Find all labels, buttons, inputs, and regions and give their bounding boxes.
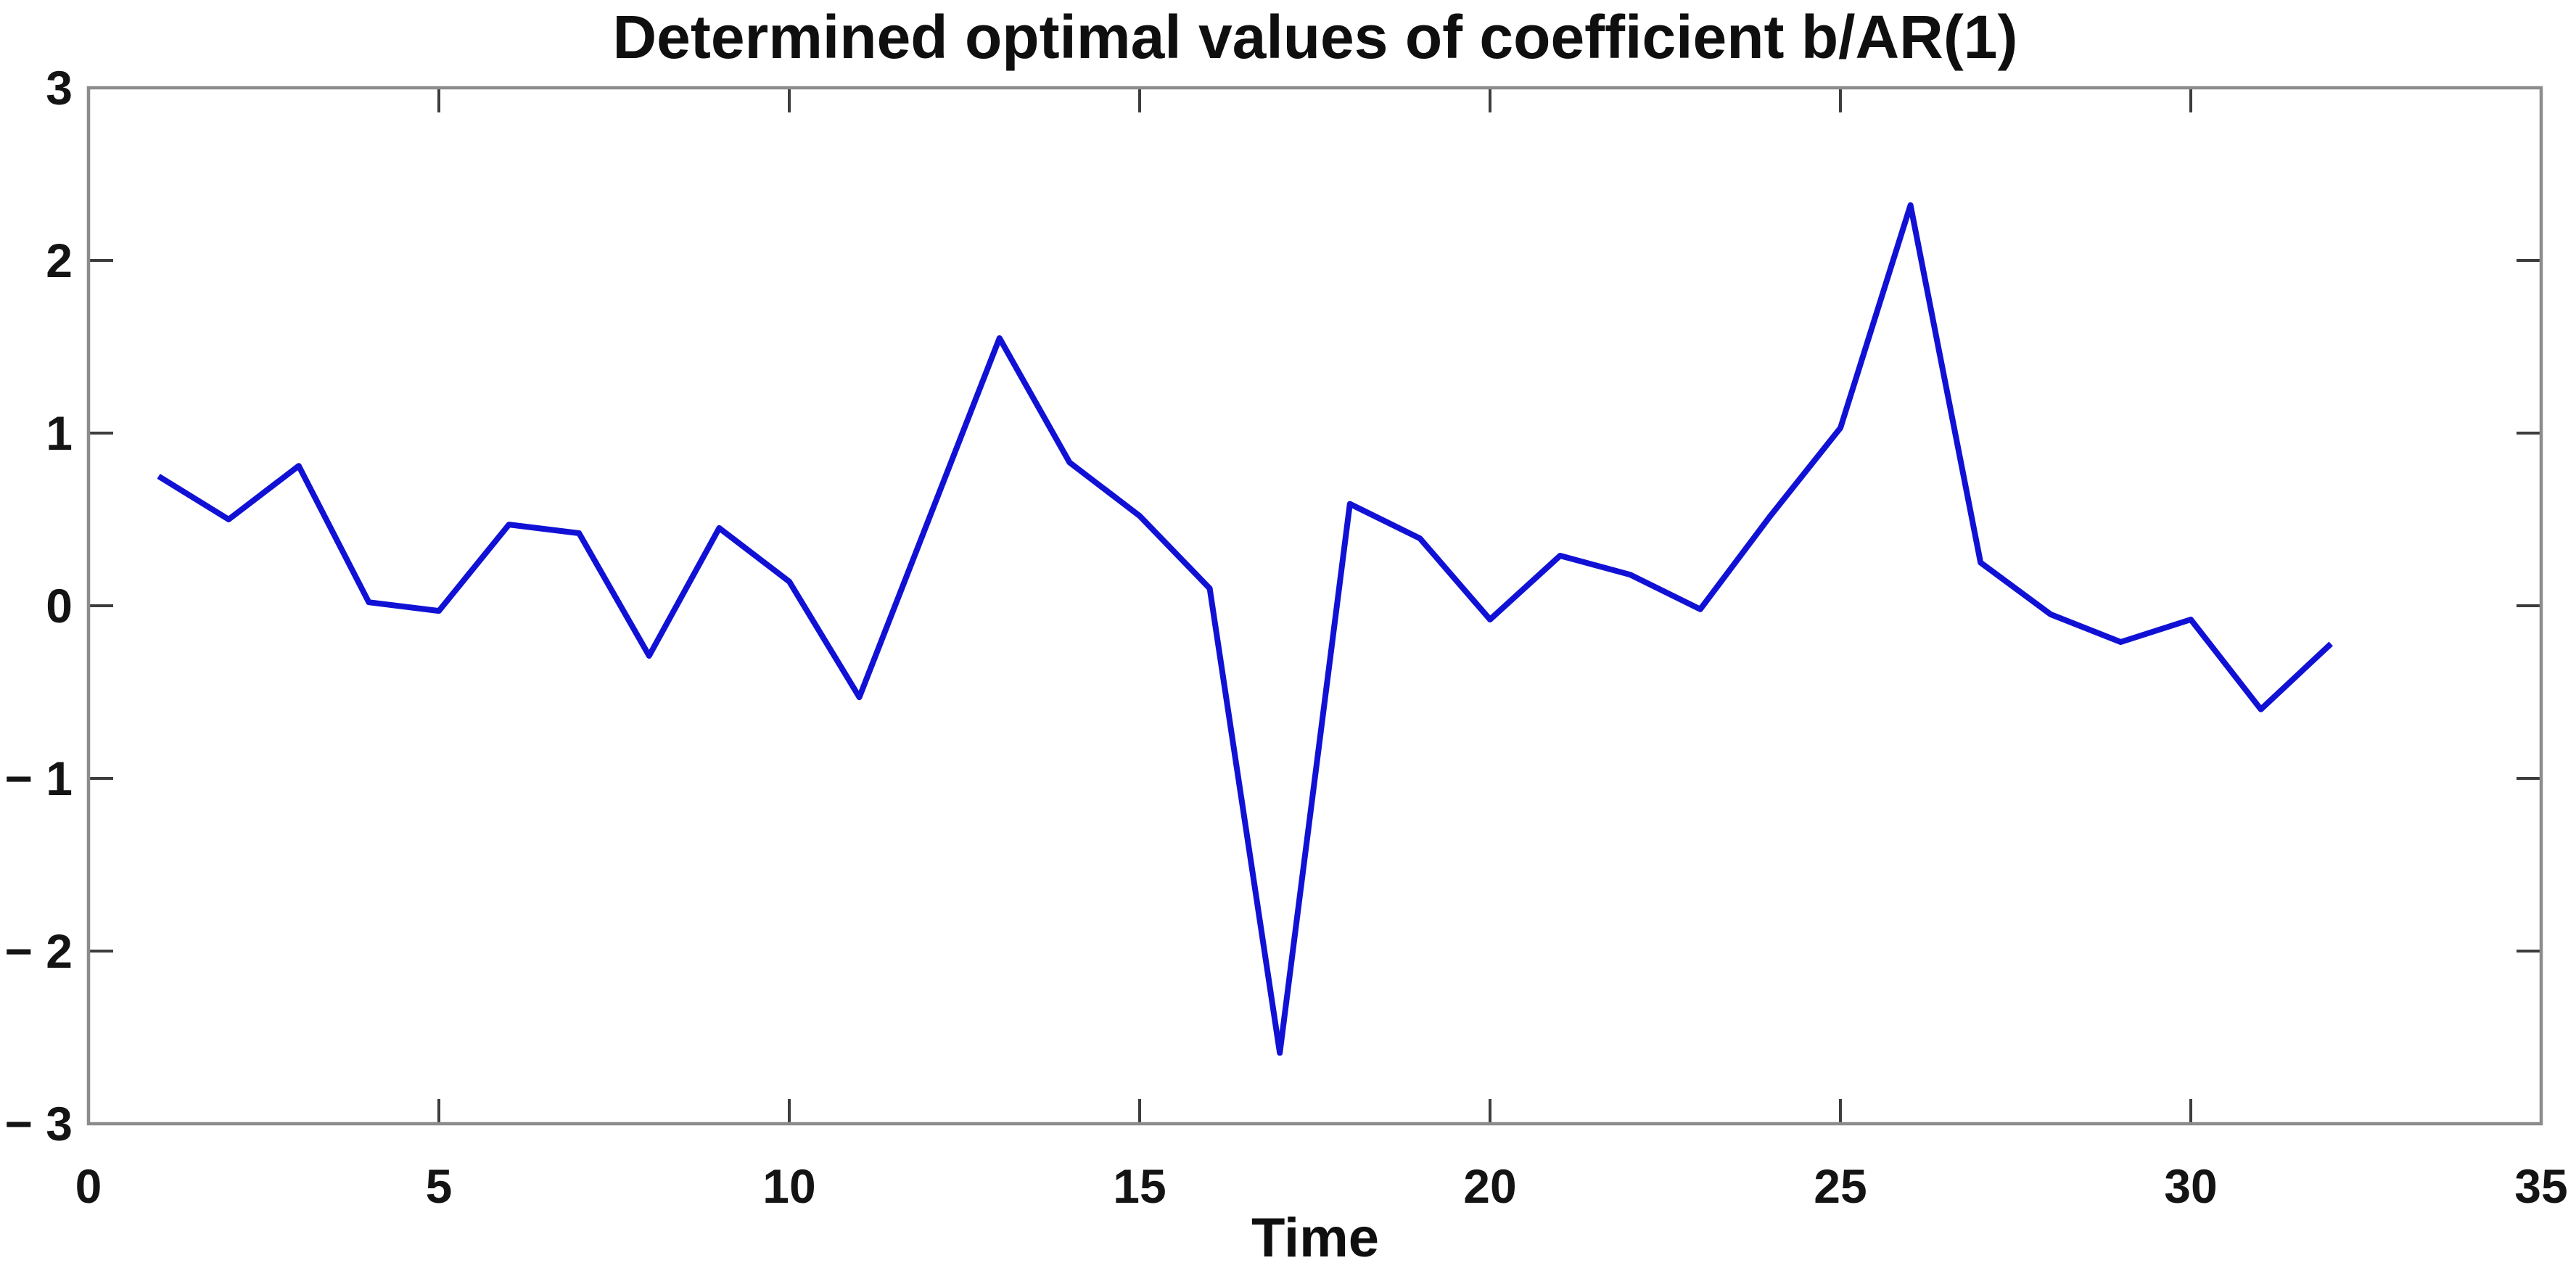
chart-title: Determined optimal values of coefficient… [612,3,2017,71]
y-tick-label: 0 [46,579,73,633]
plot-area [89,88,2541,1124]
y-tick-label: − 3 [4,1097,73,1151]
axes-box [86,86,2543,1126]
x-tick-label: 0 [75,1159,102,1213]
x-tick-label: 35 [2514,1159,2567,1213]
data-line [157,202,2333,1056]
y-axis-tick-labels: − 3 − 2 − 1 0 1 2 3 [4,61,73,1151]
x-tick-label: 20 [1463,1159,1516,1213]
x-tick-label: 10 [762,1159,815,1213]
x-axis-label: Time [1251,1207,1379,1263]
y-tick-label: − 2 [4,924,73,978]
x-tick-label: 5 [426,1159,453,1213]
x-tick-label: 30 [2164,1159,2217,1213]
x-tick-label: 25 [1814,1159,1867,1213]
y-tick-label: 3 [46,61,73,115]
x-tick-label: 15 [1113,1159,1166,1213]
y-tick-label: 1 [46,406,73,460]
x-axis-tick-labels: 0 5 10 15 20 25 30 35 [75,1159,2568,1213]
y-tick-label: 2 [46,234,73,287]
y-tick-label: − 1 [4,752,73,805]
